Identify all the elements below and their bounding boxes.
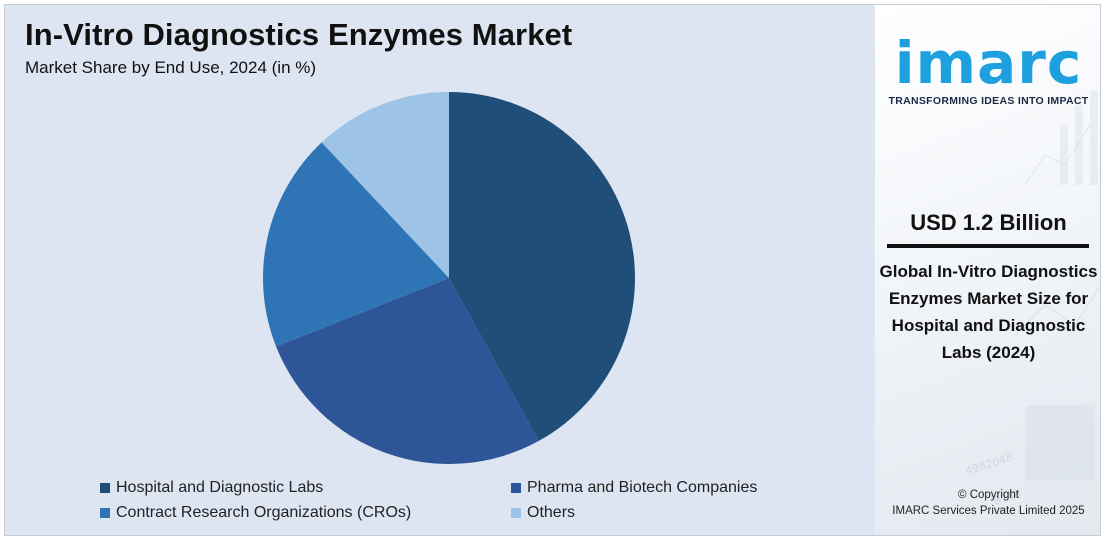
legend-label: Contract Research Organizations (CROs) bbox=[116, 504, 412, 521]
legend-swatch-icon bbox=[100, 483, 110, 493]
background-graph-decoration: 4982048 8768 bbox=[964, 90, 1100, 508]
legend-item-hospital: Hospital and Diagnostic Labs bbox=[100, 479, 323, 497]
brand-logo: imarc TRANSFORMING IDEAS INTO IMPACT bbox=[875, 29, 1100, 107]
chart-panel: In-Vitro Diagnostics Enzymes Market Mark… bbox=[5, 5, 875, 535]
chart-subtitle: Market Share by End Use, 2024 (in %) bbox=[25, 58, 317, 77]
legend-item-cros: Contract Research Organizations (CROs) bbox=[100, 504, 411, 522]
pie-slice-contract-research-organizations-cros bbox=[262, 142, 449, 347]
legend-swatch-icon bbox=[100, 508, 110, 518]
divider bbox=[887, 244, 1089, 248]
pie-slice-others bbox=[321, 92, 449, 278]
pie-slice-pharma-and-biotech-companies bbox=[276, 278, 539, 464]
legend-item-others: Others bbox=[511, 504, 575, 522]
market-size-value: USD 1.2 Billion bbox=[910, 210, 1067, 235]
pie-slice-hospital-and-diagnostic-labs bbox=[449, 92, 635, 441]
chart-legend: Hospital and Diagnostic Labs Pharma and … bbox=[100, 479, 820, 531]
legend-label: Pharma and Biotech Companies bbox=[527, 479, 758, 496]
infographic-frame: In-Vitro Diagnostics Enzymes Market Mark… bbox=[4, 4, 1101, 536]
market-size-description: Global In-Vitro Diagnostics Enzymes Mark… bbox=[879, 262, 1098, 362]
logo-wordmark: imarc bbox=[894, 29, 1083, 97]
copyright-owner: IMARC Services Private Limited 2025 bbox=[892, 505, 1085, 517]
legend-item-pharma: Pharma and Biotech Companies bbox=[511, 479, 757, 497]
summary-panel: 4982048 8768 imarc TRANSFORMING IDEAS IN… bbox=[875, 5, 1100, 535]
copyright-notice: © Copyright IMARC Services Private Limit… bbox=[875, 487, 1100, 519]
logo-tagline: TRANSFORMING IDEAS INTO IMPACT bbox=[888, 95, 1089, 107]
pie-chart bbox=[262, 92, 635, 464]
copyright-line: © Copyright bbox=[958, 489, 1019, 501]
svg-text:4982048: 4982048 bbox=[964, 450, 1015, 478]
chart-title: In-Vitro Diagnostics Enzymes Market bbox=[25, 17, 573, 52]
legend-swatch-icon bbox=[511, 508, 521, 518]
legend-swatch-icon bbox=[511, 483, 521, 493]
legend-label: Hospital and Diagnostic Labs bbox=[116, 479, 324, 496]
legend-label: Others bbox=[527, 504, 576, 521]
